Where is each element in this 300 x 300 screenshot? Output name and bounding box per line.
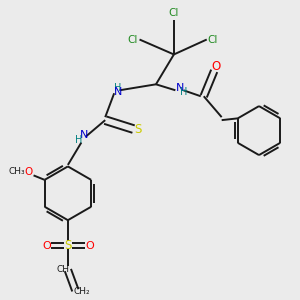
Text: Cl: Cl — [208, 34, 218, 44]
Text: H: H — [75, 134, 82, 145]
Text: N: N — [80, 130, 88, 140]
Text: CH: CH — [56, 265, 69, 274]
Text: H: H — [180, 87, 188, 98]
Text: CH₂: CH₂ — [73, 287, 90, 296]
Text: N: N — [114, 87, 122, 98]
Text: O: O — [42, 241, 51, 250]
Text: O: O — [85, 241, 94, 250]
Text: O: O — [25, 167, 33, 176]
Text: S: S — [64, 239, 72, 252]
Text: H: H — [114, 83, 122, 93]
Text: S: S — [134, 123, 142, 136]
Text: CH₃: CH₃ — [8, 167, 25, 176]
Text: Cl: Cl — [127, 34, 137, 44]
Text: O: O — [211, 60, 220, 73]
Text: N: N — [176, 83, 184, 93]
Text: Cl: Cl — [169, 8, 179, 18]
